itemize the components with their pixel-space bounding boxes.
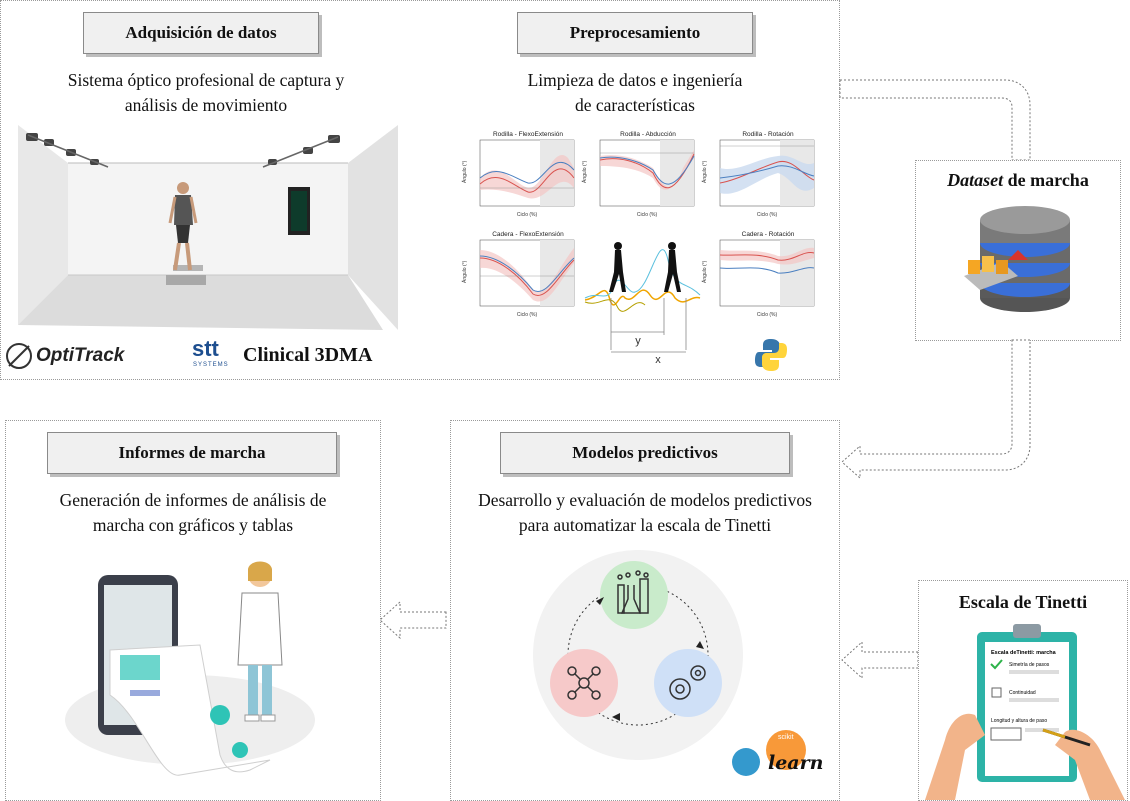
plot-2-ylabel: Ángulo (°) bbox=[581, 160, 588, 183]
plot-2-title: Rodilla - Abducción bbox=[620, 131, 676, 138]
plot-3-title: Rodilla - Rotación bbox=[742, 131, 794, 138]
plot-rodilla-rotacion: Rodilla - Rotación Ángulo (°) Ciclo (%) bbox=[701, 131, 815, 218]
scikit-learn-logo-icon bbox=[732, 730, 806, 776]
scikit-learn-logo-main: learn bbox=[768, 752, 824, 774]
arrow-to-dataset bbox=[839, 79, 1031, 161]
adquisicion-description-line2: análisis de movimiento bbox=[124, 95, 288, 115]
optitrack-logo: OptiTrack bbox=[36, 345, 125, 366]
informes-description: Generación de informes de análisis de ma… bbox=[5, 488, 381, 538]
gait-cycle-illustration: y x bbox=[584, 242, 701, 366]
preprocesamiento-title: Preprocesamiento bbox=[517, 12, 753, 54]
gait-label-y: y bbox=[635, 335, 641, 347]
tinetti-clipboard-illustration: Escala deTinetti: marcha Simetría de pas… bbox=[925, 624, 1125, 800]
plot-1-xlabel: Ciclo (%) bbox=[517, 212, 538, 218]
mocap-room-illustration bbox=[18, 125, 398, 330]
plot-cadera-flexoextension: Cadera - FlexoExtensión Ángulo (°) Ciclo… bbox=[461, 231, 575, 318]
tinetti-item-1: Simetría de pasos bbox=[1009, 662, 1050, 668]
modelos-description-line2: para automatizar la escala de Tinetti bbox=[518, 515, 772, 535]
preprocesamiento-description-line1: Limpieza de datos e ingeniería bbox=[527, 70, 743, 90]
informes-description-line2: marcha con gráficos y tablas bbox=[92, 515, 294, 535]
plot-5-xlabel: Ciclo (%) bbox=[757, 312, 778, 318]
plot-3-ylabel: Ángulo (°) bbox=[701, 160, 708, 183]
adquisicion-description-line1: Sistema óptico profesional de captura y bbox=[67, 70, 345, 90]
plot-rodilla-abduccion: Rodilla - Abducción Ángulo (°) Ciclo (%) bbox=[581, 131, 695, 218]
python-logo-icon bbox=[755, 339, 787, 371]
informes-title: Informes de marcha bbox=[47, 432, 337, 474]
plot-2-xlabel: Ciclo (%) bbox=[637, 212, 658, 218]
optitrack-logo-icon bbox=[6, 343, 32, 369]
tinetti-item-3: Longitud y altura de paso bbox=[991, 718, 1047, 724]
plot-4-ylabel: Ángulo (°) bbox=[461, 260, 468, 283]
dataset-title-italic: Dataset bbox=[947, 170, 1004, 190]
tinetti-sheet-title: Escala deTinetti: marcha bbox=[991, 650, 1057, 656]
plot-3-xlabel: Ciclo (%) bbox=[757, 212, 778, 218]
adquisicion-description: Sistema óptico profesional de captura y … bbox=[0, 68, 412, 118]
modelos-description: Desarrollo y evaluación de modelos predi… bbox=[450, 488, 840, 538]
stt-logo: stt bbox=[192, 336, 219, 361]
plot-5-title: Cadera - Rotación bbox=[742, 231, 795, 238]
preprocesamiento-description: Limpieza de datos e ingeniería de caract… bbox=[430, 68, 840, 118]
modelos-description-line1: Desarrollo y evaluación de modelos predi… bbox=[478, 490, 812, 510]
tinetti-title: Escala de Tinetti bbox=[958, 592, 1088, 612]
database-icon bbox=[964, 206, 1070, 312]
dataset-title: Dataset de marcha bbox=[915, 170, 1121, 191]
plot-rodilla-flexoextension: Rodilla - FlexoExtensión Ángulo (°) Cicl… bbox=[461, 131, 575, 218]
gait-label-x: x bbox=[655, 354, 661, 366]
ml-cycle-illustration bbox=[533, 550, 743, 760]
report-illustration bbox=[65, 561, 315, 776]
stt-logo-sub: SYSTEMS bbox=[193, 362, 229, 368]
plot-4-title: Cadera - FlexoExtensión bbox=[492, 231, 564, 238]
adquisicion-title: Adquisición de datos bbox=[83, 12, 319, 54]
scikit-learn-logo-top: scikit bbox=[778, 734, 794, 741]
arrow-from-tinetti bbox=[841, 640, 919, 680]
arrow-to-informes bbox=[379, 600, 447, 640]
plot-1-title: Rodilla - FlexoExtensión bbox=[493, 131, 563, 138]
tinetti-item-2: Continuidad bbox=[1009, 690, 1036, 696]
preprocesamiento-description-line2: de características bbox=[575, 95, 695, 115]
plot-1-ylabel: Ángulo (°) bbox=[461, 160, 468, 183]
clinical-3dma-logo: Clinical 3DMA bbox=[243, 344, 373, 366]
informes-description-line1: Generación de informes de análisis de bbox=[59, 490, 327, 510]
dataset-title-rest: de marcha bbox=[1003, 170, 1089, 190]
plot-4-xlabel: Ciclo (%) bbox=[517, 312, 538, 318]
arrow-to-modelos bbox=[841, 339, 1031, 480]
modelos-title: Modelos predictivos bbox=[500, 432, 790, 474]
plot-5-ylabel: Ángulo (°) bbox=[701, 260, 708, 283]
plot-cadera-rotacion: Cadera - Rotación Ángulo (°) Ciclo (%) bbox=[701, 231, 815, 318]
